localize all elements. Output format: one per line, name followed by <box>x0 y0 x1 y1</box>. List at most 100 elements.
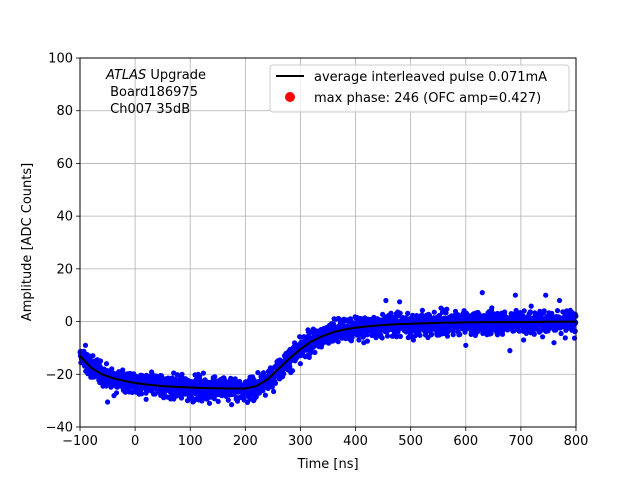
scatter-point <box>540 334 546 340</box>
scatter-point <box>105 399 111 405</box>
scatter-point <box>521 337 527 343</box>
scatter-point <box>556 297 563 304</box>
scatter-point <box>143 396 149 402</box>
annotation-line-1: ATLAS Upgrade <box>105 68 206 83</box>
scatter-point <box>551 340 557 346</box>
average-pulse-line <box>79 320 577 390</box>
scatter-point <box>281 371 287 377</box>
scatter-point <box>255 370 261 376</box>
scatter-point <box>463 342 469 348</box>
annotation-line-3: Ch007 35dB <box>106 102 190 117</box>
scatter-point <box>184 398 191 404</box>
y-tick-label: −40 <box>46 421 73 436</box>
y-axis-label: Amplitude [ADC Counts] <box>20 163 35 321</box>
x-tick-label: 100 <box>178 434 203 449</box>
scatter-point <box>507 348 513 354</box>
scatter-point <box>109 366 115 372</box>
x-tick-label: 200 <box>233 434 258 449</box>
scatter-point <box>211 396 217 402</box>
scatter-point <box>271 388 277 395</box>
scatter-point <box>488 330 494 336</box>
scatter-point <box>426 312 433 319</box>
scatter-point <box>444 333 451 339</box>
x-tick-label: 600 <box>453 434 478 449</box>
x-tick-label: 300 <box>288 434 313 449</box>
scatter-point <box>289 368 296 374</box>
scatter-point <box>380 311 386 317</box>
scatter-point <box>113 390 120 396</box>
legend-label-average: average interleaved pulse 0.071mA <box>314 70 547 85</box>
scatter-point <box>431 309 437 315</box>
scatter-point <box>139 391 145 397</box>
scatter-point <box>541 308 547 314</box>
scatter-point <box>287 364 293 370</box>
scatter-point <box>562 335 568 341</box>
legend: average interleaved pulse 0.071mA max ph… <box>269 64 570 113</box>
y-tick-label: 80 <box>56 104 73 119</box>
scatter-point <box>82 342 89 348</box>
scatter-point <box>502 309 508 315</box>
scatter-point <box>335 339 341 345</box>
scatter-point <box>572 328 578 334</box>
annotation-line-2: Board186975 <box>106 85 198 100</box>
scatter-point <box>429 331 435 337</box>
scatter-point <box>379 335 385 341</box>
scatter-point <box>179 371 185 377</box>
scatter-point <box>397 299 403 305</box>
x-tick-label: 500 <box>398 434 423 449</box>
legend-marker-max-phase <box>285 92 295 102</box>
average-line-group <box>79 320 577 390</box>
scatter-point <box>225 397 231 403</box>
x-tick-label: 700 <box>508 434 533 449</box>
y-tick-label: 100 <box>48 52 73 67</box>
y-tick-label: 0 <box>65 315 73 330</box>
scatter-point <box>178 395 185 401</box>
scatter-point <box>397 310 403 316</box>
scatter-point <box>312 349 318 355</box>
scatter-point <box>200 370 206 376</box>
scatter-point <box>457 331 463 338</box>
scatter-point <box>405 310 411 316</box>
scatter-point <box>272 380 279 386</box>
scatter-point <box>527 309 533 315</box>
scatter-point <box>419 307 425 313</box>
scatter-point <box>384 333 391 339</box>
annotation-upgrade: Upgrade <box>146 68 206 83</box>
scatter-point <box>297 361 303 367</box>
scatter-point <box>229 402 235 408</box>
legend-label-max-phase: max phase: 246 (OFC amp=0.427) <box>314 91 541 106</box>
scatter-point <box>206 400 213 406</box>
y-tick-label: 40 <box>56 210 73 225</box>
annotation: ATLAS Upgrade Board186975 Ch007 35dB <box>105 68 206 117</box>
scatter-point <box>331 321 337 327</box>
scatter-point <box>410 337 416 343</box>
scatter-point <box>543 292 549 298</box>
scatter-point <box>512 292 519 298</box>
scatter-point <box>251 398 257 404</box>
scatter-point <box>307 330 313 336</box>
scatter-point <box>419 312 425 318</box>
scatter-point <box>361 340 367 346</box>
scatter-point <box>388 310 394 316</box>
scatter-point <box>228 375 234 381</box>
scatter-point <box>444 306 450 312</box>
scatter-point <box>383 297 389 304</box>
scatter-point <box>531 331 537 337</box>
scatter-point <box>306 354 312 360</box>
annotation-atlas: ATLAS <box>105 68 146 83</box>
scatter-point <box>521 308 527 314</box>
scatter-point <box>97 358 104 364</box>
scatter-point <box>528 303 534 309</box>
scatter-point <box>171 370 177 376</box>
scatter-point <box>360 334 366 340</box>
scatter-point <box>417 332 423 338</box>
scatter-point <box>479 290 485 296</box>
scatter-point <box>489 305 495 311</box>
ticks: −100 0 100 200 300 400 500 600 700 800 −40 −20 0 20 40… <box>46 52 589 450</box>
scatter-point <box>262 392 268 398</box>
scatter-point <box>90 353 96 359</box>
x-tick-label: 400 <box>343 434 368 449</box>
scatter-point <box>349 334 355 340</box>
scatter-point <box>397 333 403 339</box>
scatter-point <box>269 384 275 390</box>
